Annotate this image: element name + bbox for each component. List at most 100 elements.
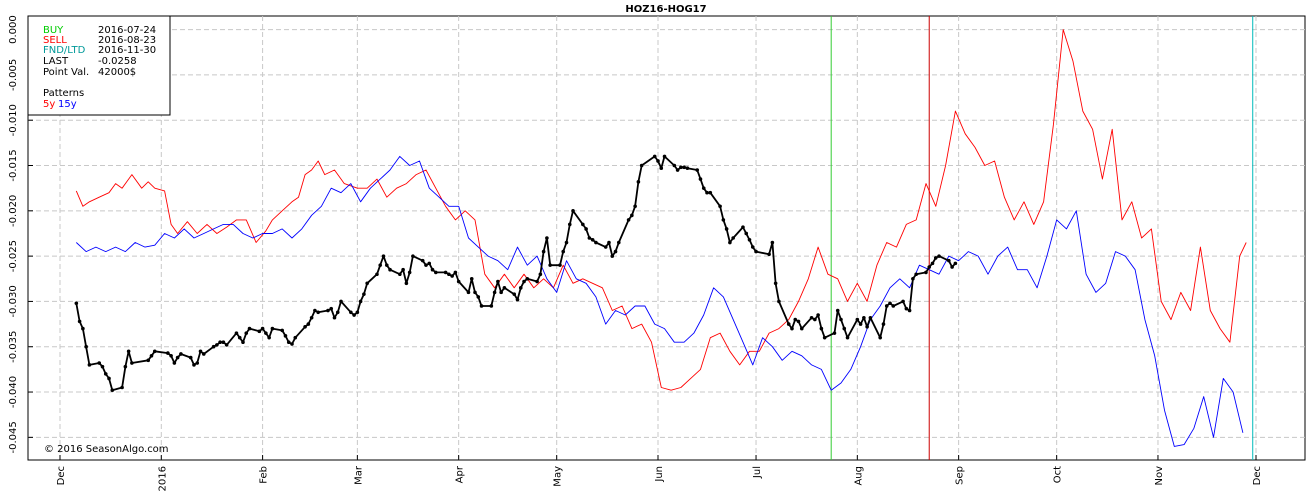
data-point [816, 313, 820, 317]
info-box: BUY 2016-07-24 SELL 2016-08-23 FND/LTD 2… [27, 15, 171, 116]
info-sell-label: SELL [43, 35, 67, 46]
data-point [705, 190, 709, 195]
data-point [512, 292, 517, 296]
data-point [74, 301, 79, 306]
data-point [950, 265, 954, 269]
data-point [97, 361, 102, 365]
data-point [309, 315, 314, 320]
plot-frame [27, 15, 1306, 461]
data-point [201, 352, 206, 356]
data-point [87, 363, 92, 367]
data-point [594, 240, 598, 245]
data-point [375, 272, 379, 277]
data-point [443, 270, 448, 275]
data-point [907, 308, 912, 313]
data-point [126, 349, 131, 354]
data-point [407, 270, 412, 275]
info-box-frame [27, 15, 171, 116]
data-point [535, 279, 539, 284]
info-buy-value: 2016-07-24 [98, 25, 156, 36]
data-point [466, 290, 471, 295]
data-point [316, 310, 320, 315]
data-point [744, 231, 749, 236]
data-point [120, 385, 124, 390]
data-point [362, 292, 366, 296]
data-point [469, 276, 474, 281]
y-tick-label: -0.035 [8, 331, 19, 363]
data-point [603, 245, 608, 249]
data-point [541, 249, 546, 254]
data-point [685, 166, 690, 171]
data-point [283, 334, 288, 338]
info-last-value: -0.0258 [98, 56, 137, 67]
data-point [329, 306, 334, 311]
x-axis: Dec 2016 Feb Mar Apr May Jun Jul Aug Sep Oct Nov Dec [56, 455, 1263, 491]
legend-5y: 5y [43, 99, 55, 110]
data-point [192, 363, 196, 367]
patterns-label: Patterns [43, 88, 84, 99]
data-point [404, 281, 409, 286]
data-point [581, 222, 585, 227]
data-point [773, 281, 778, 286]
data-point [698, 177, 703, 181]
data-point [613, 249, 618, 254]
data-point [813, 317, 817, 322]
data-point [865, 325, 869, 329]
data-point [822, 335, 827, 340]
data-point [845, 335, 850, 340]
data-point [718, 204, 722, 209]
legend-15y: 15y [58, 99, 77, 110]
data-point [567, 222, 572, 227]
data-point [237, 335, 242, 340]
data-point [260, 326, 265, 331]
data-point [107, 376, 111, 381]
x-tick-label: Nov [1154, 466, 1165, 486]
data-point [293, 335, 298, 340]
data-point [77, 319, 82, 324]
data-point [152, 349, 157, 354]
data-point [515, 297, 520, 302]
data-point [682, 165, 686, 170]
data-point [398, 272, 402, 277]
data-point [799, 326, 804, 331]
data-point [81, 326, 85, 331]
data-point [365, 281, 369, 286]
data-point [221, 340, 226, 345]
data-point [767, 252, 771, 257]
data-point [561, 249, 566, 254]
data-point [84, 344, 88, 349]
data-point [518, 286, 523, 290]
data-point [388, 267, 392, 272]
data-point [708, 190, 713, 195]
data-point [355, 310, 360, 315]
data-point [420, 258, 425, 263]
data-point [721, 218, 726, 222]
chart-title: HOZ16-HOG17 [625, 4, 706, 15]
data-point [264, 331, 268, 335]
data-point [427, 261, 432, 266]
y-tick-label: -0.005 [8, 59, 19, 91]
data-point [610, 254, 615, 258]
data-point [166, 351, 170, 355]
data-point [878, 335, 883, 340]
data-point [858, 322, 863, 326]
data-point [914, 272, 918, 277]
data-point [496, 279, 500, 284]
data-point [257, 329, 262, 334]
data-point [489, 304, 494, 308]
data-point [280, 328, 285, 333]
data-point [672, 163, 677, 168]
data-point [924, 270, 928, 275]
data-point [616, 240, 621, 245]
data-point [584, 227, 588, 231]
data-point [793, 317, 798, 322]
data-point [790, 326, 794, 331]
data-point [679, 165, 683, 170]
data-point [927, 265, 932, 269]
data-point [750, 245, 755, 249]
data-point [352, 313, 356, 317]
data-point [146, 358, 151, 363]
data-point [695, 168, 700, 172]
data-point [525, 276, 530, 281]
